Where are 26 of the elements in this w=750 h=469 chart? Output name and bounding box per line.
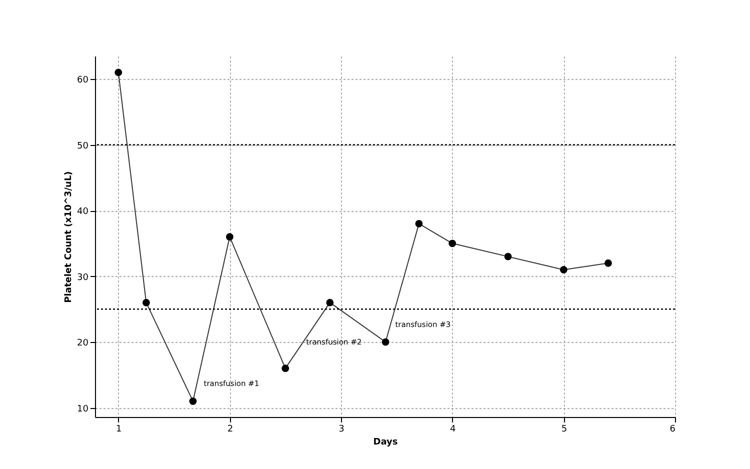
point [326, 298, 334, 306]
point [282, 364, 290, 372]
x-axis-title: Days [373, 438, 398, 448]
point [504, 252, 512, 260]
x-tick-label: 4 [450, 424, 456, 434]
point [415, 220, 423, 228]
point [604, 259, 612, 267]
y-tick-label: 10 [77, 404, 89, 414]
point [560, 266, 568, 274]
y-tick-label: 40 [77, 207, 89, 218]
y-axis-title: Platelet Count (x10^3/uL) [64, 171, 74, 303]
point [114, 68, 122, 76]
x-tick-label: 1 [116, 424, 122, 434]
x-tick-label: 3 [338, 424, 344, 434]
x-tick-label: 6 [670, 424, 676, 434]
y-tick-label: 20 [77, 338, 89, 349]
y-tick-label: 30 [77, 272, 89, 283]
point [142, 298, 150, 306]
y-tick-label: 60 [77, 76, 89, 86]
point [448, 240, 456, 248]
point [189, 398, 197, 405]
x-tick-label: 2 [227, 424, 234, 434]
x-tick-label: 5 [561, 424, 568, 434]
point [226, 233, 234, 241]
point [382, 338, 390, 346]
y-tick-label: 50 [77, 141, 89, 152]
